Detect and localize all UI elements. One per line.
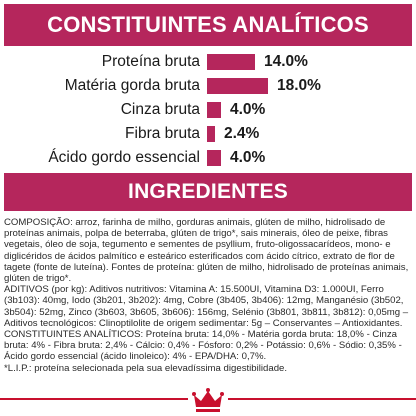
nutrient-value: 2.4%: [224, 125, 260, 142]
nutrient-label: Matéria gorda bruta: [64, 77, 200, 94]
ingredients-title: INGREDIENTES: [4, 173, 412, 211]
additives-paragraph: ADITIVOS (por kg): Aditivos nutritivos: …: [4, 284, 409, 329]
footer-line-right: [228, 398, 416, 400]
nutrient-row: Fibra bruta 2.4%: [0, 122, 416, 146]
nutrient-bar: [207, 150, 221, 166]
footer-line-left: [0, 398, 188, 400]
nutrient-label: Cinza bruta: [120, 101, 200, 118]
brand-footer: [0, 385, 416, 416]
nutrient-label: Fibra bruta: [125, 125, 200, 142]
nutrient-row: Ácido gordo essencial 4.0%: [0, 146, 416, 170]
nutrient-row: Cinza bruta 4.0%: [0, 98, 416, 122]
nutrient-value: 18.0%: [277, 77, 321, 94]
analytic-constituents-paragraph: CONSTITUINTES ANALÍTICOS: Proteína bruta…: [4, 329, 402, 363]
lip-note: *L.I.P.: proteína selecionada pela sua e…: [4, 362, 288, 374]
nutrient-bar: [207, 102, 221, 118]
nutrient-bar: [207, 126, 215, 142]
nutrient-value: 4.0%: [230, 101, 266, 118]
nutrient-row: Matéria gorda bruta 18.0%: [0, 74, 416, 98]
composition-paragraph: COMPOSIÇÃO: arroz, farinha de milho, gor…: [4, 217, 409, 285]
nutrient-label: Ácido gordo essencial: [48, 149, 200, 166]
ingredients-text: COMPOSIÇÃO: arroz, farinha de milho, gor…: [4, 217, 412, 374]
nutrient-row: Proteína bruta 14.0%: [0, 50, 416, 74]
nutrient-bar: [207, 78, 268, 94]
royal-canin-crown-icon: [192, 388, 224, 412]
analytics-title: CONSTITUINTES ANALÍTICOS: [4, 4, 412, 46]
nutrient-label: Proteína bruta: [101, 53, 200, 70]
nutrient-value: 4.0%: [230, 149, 266, 166]
nutrient-bar: [207, 54, 255, 70]
nutrient-value: 14.0%: [264, 53, 308, 70]
